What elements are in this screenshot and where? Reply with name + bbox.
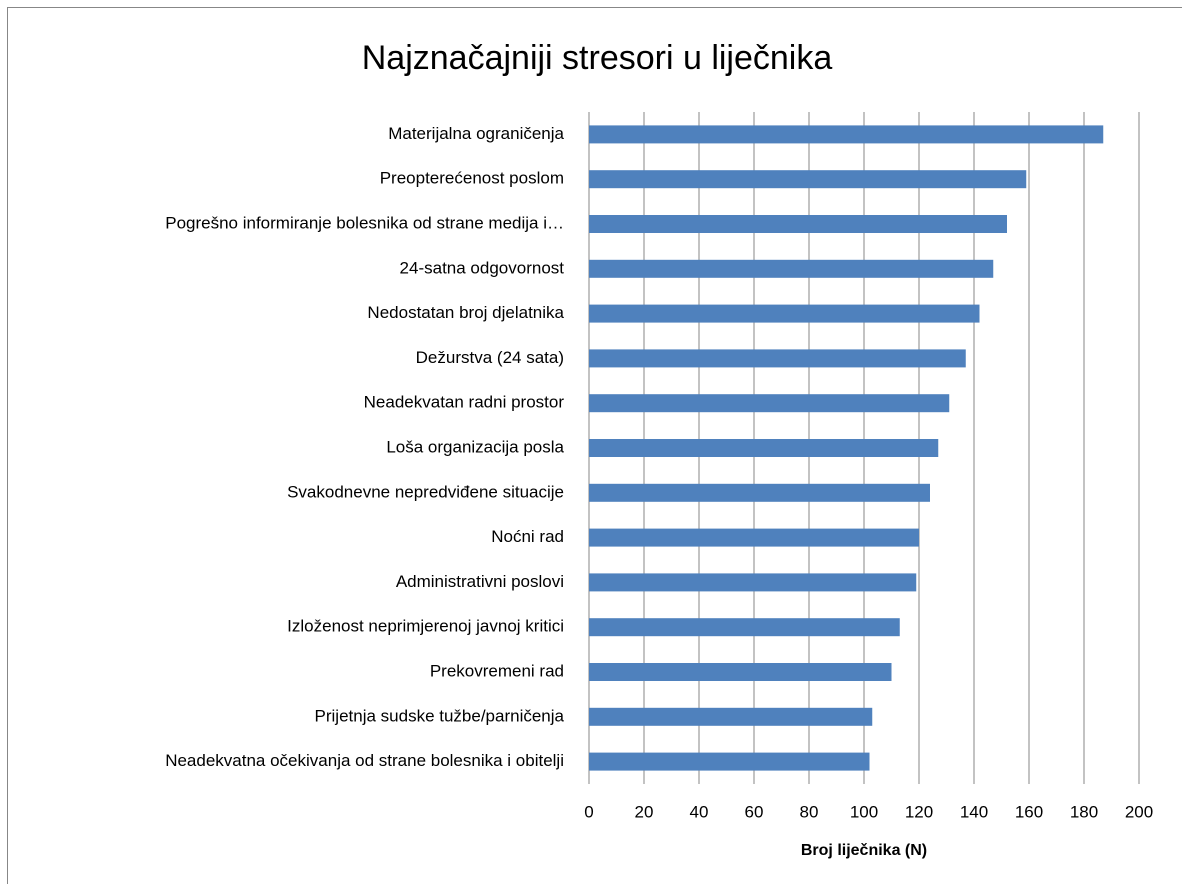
bar [589,394,950,413]
x-tick-label: 0 [584,802,593,821]
y-tick-label: 24-satna odgovornost [400,258,565,277]
x-tick-label: 140 [960,802,988,821]
bar [589,170,1027,189]
y-tick-label: Preopterećenost poslom [380,169,564,188]
chart-frame [7,7,1182,884]
y-tick-label: Prijetnja sudske tužbe/parničenja [315,706,565,725]
bar [589,663,892,681]
y-tick-label: Neadekvatan radni prostor [364,393,565,412]
bar [589,259,994,278]
y-tick-label: Administrativni poslovi [396,572,564,591]
x-tick-label: 180 [1070,802,1098,821]
x-tick-label: 60 [745,802,764,821]
x-tick-label: 100 [850,802,878,821]
y-tick-label: Neadekvatna očekivanja od strane bolesni… [165,751,564,770]
bar [589,707,873,726]
x-tick-label: 160 [1015,802,1043,821]
bar [589,304,980,323]
y-tick-label: Loša organizacija posla [386,437,564,456]
x-axis-title: Broj liječnika (N) [801,842,927,859]
bar [589,752,870,771]
y-tick-label: Dežurstva (24 sata) [416,348,564,367]
bar [589,125,1104,144]
bar [589,483,930,502]
bar [589,349,966,368]
chart-title: Najznačajniji stresori u liječnika [362,39,833,77]
bar [589,573,917,592]
y-tick-label: Izloženost neprimjerenoj javnoj kritici [287,617,564,636]
bar [589,618,900,637]
y-tick-label: Pogrešno informiranje bolesnika od stran… [165,213,564,232]
x-tick-label: 20 [635,802,654,821]
x-tick-label: 40 [690,802,709,821]
bar [589,528,919,547]
y-tick-label: Svakodnevne nepredviđene situacije [287,482,564,501]
y-tick-label: Prekovremeni rad [430,661,564,680]
y-tick-label: Nedostatan broj djelatnika [367,303,564,322]
y-tick-label: Noćni rad [491,527,564,546]
x-tick-label: 80 [800,802,819,821]
x-tick-label: 120 [905,802,933,821]
bar [589,439,939,457]
y-tick-label: Materijalna ograničenja [388,124,564,143]
x-tick-label: 200 [1125,802,1153,821]
bar [589,215,1007,233]
